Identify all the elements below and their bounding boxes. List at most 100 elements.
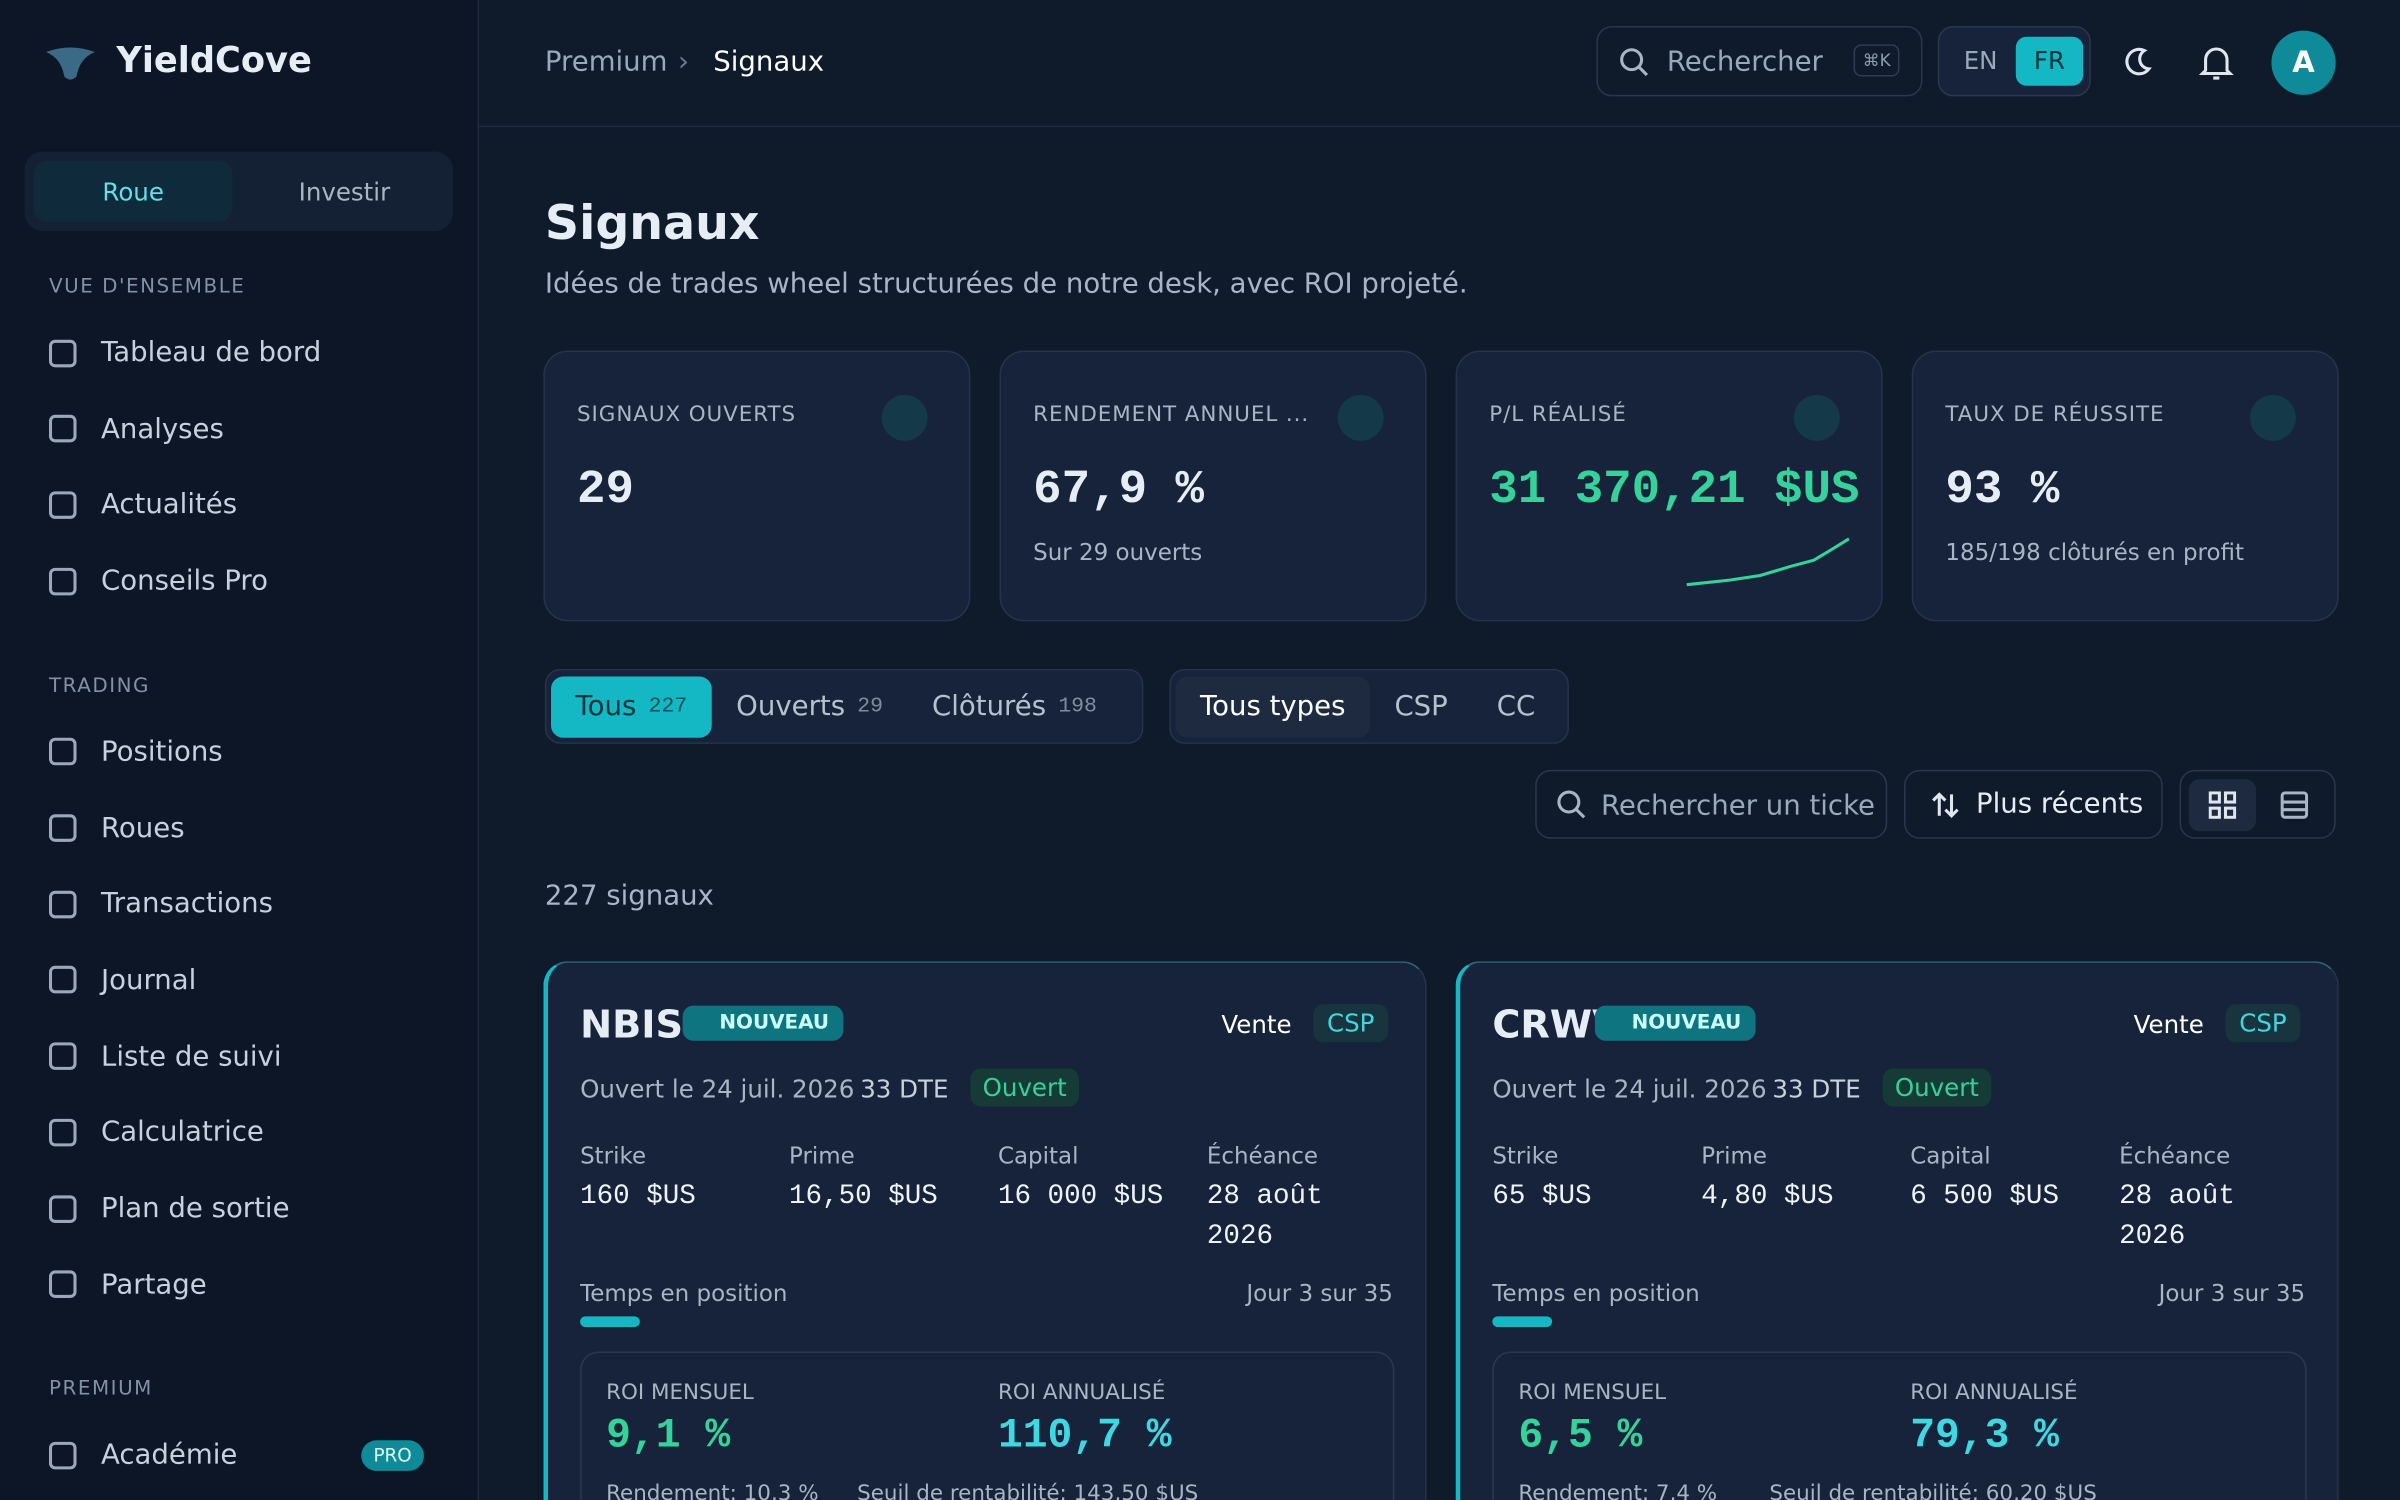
nav-icon [48, 415, 77, 443]
status: Ouvert [1882, 1068, 1992, 1107]
search-icon [1557, 790, 1586, 819]
nav-label: Positions [101, 735, 223, 769]
progress-text: Jour 3 sur 35 [1246, 1279, 1393, 1308]
sort-icon [1932, 791, 1959, 818]
signal-card[interactable]: NBIS NOUVEAU Vente CSP Ouvert le 24 juil. 20… [543, 961, 1427, 1500]
field-label: Prime [789, 1141, 855, 1170]
mode-investir[interactable]: Investir [298, 176, 391, 206]
lang-fr[interactable]: FR [2015, 36, 2084, 86]
lang-en[interactable]: EN [1963, 45, 1998, 75]
result-count: 227 signaux [544, 880, 714, 913]
field-value: 4,80 $US [1701, 1181, 1834, 1213]
breadcrumb-parent[interactable]: Premium [544, 45, 668, 79]
stat-icon [1793, 394, 1840, 441]
page-title: Signaux [544, 195, 760, 252]
grid-view[interactable] [2188, 779, 2257, 832]
list-view[interactable] [2280, 791, 2309, 819]
option-type: CSP [1313, 1004, 1389, 1043]
status-tab[interactable]: Tous 227 [551, 675, 712, 737]
roi-value: 6,5 % [1518, 1414, 1643, 1461]
theme-toggle[interactable] [2120, 46, 2154, 80]
view-switch [2179, 769, 2336, 839]
pro-badge: PRO [361, 1440, 425, 1472]
mode-toggle: Roue Investir [24, 151, 454, 232]
nav-item[interactable]: Plan de sortie [48, 1192, 290, 1225]
nav-icon [48, 890, 77, 918]
page-subtitle: Idées de trades wheel structurées de not… [544, 267, 1468, 300]
nav-item[interactable]: Liste de suivi [48, 1040, 282, 1072]
field-value: 28 août 2026 [1206, 1181, 1323, 1253]
nav-label: Conseils Pro [101, 564, 269, 598]
nav-icon [48, 814, 77, 842]
nav-label: Transactions [101, 888, 273, 921]
logo [45, 47, 95, 80]
breadcrumb-current: Signaux [713, 45, 825, 79]
sort-label: Plus récents [1976, 788, 2144, 821]
nav-icon [48, 567, 77, 595]
nav-item[interactable]: Actualités [48, 489, 237, 521]
stat-icon [1337, 394, 1384, 441]
option-type: CSP [2225, 1004, 2301, 1043]
field-value: 16 000 $US [997, 1181, 1164, 1213]
field-label: Échéance [1206, 1141, 1319, 1170]
nav-item[interactable]: Académie PRO [48, 1439, 425, 1472]
nav-item[interactable]: Analyses [48, 413, 224, 445]
nav-section-title: VUE D'ENSEMBLE [48, 275, 246, 299]
field-label: Strike [580, 1141, 647, 1170]
nav-section-title: TRADING [48, 674, 150, 698]
nav-item[interactable]: Journal [48, 964, 197, 997]
field-label: Capital [1910, 1141, 1991, 1170]
type-tab[interactable]: CSP [1394, 690, 1448, 723]
search[interactable]: Rechercher ⌘K [1596, 26, 1923, 97]
nav-icon [48, 1270, 77, 1299]
search-placeholder: Rechercher [1666, 45, 1823, 79]
roi-value: 79,3 % [1910, 1414, 2059, 1461]
progress-bar [1492, 1316, 1553, 1328]
stat-card: SIGNAUX OUVERTS 29 [543, 350, 971, 622]
stat-card: P/L RÉALISÉ 31 370,21 $US [1455, 350, 1883, 622]
status-tab[interactable]: Ouverts 29 [712, 676, 908, 737]
nav-item[interactable]: Calculatrice [48, 1116, 264, 1148]
side: Vente [2133, 1010, 2204, 1040]
sort[interactable]: Plus récents [1904, 769, 2163, 839]
ticker-search[interactable]: Rechercher un ticke [1535, 769, 1888, 839]
roi-footer: Rendement: 7,4 % [1518, 1481, 1718, 1500]
nav-icon [48, 1042, 77, 1071]
type-tab[interactable]: Tous types [1175, 675, 1370, 737]
field-value: 65 $US [1492, 1181, 1592, 1213]
tab-label: Clôturés [932, 690, 1047, 723]
stat-value: 67,9 % [1033, 463, 1205, 518]
field-value: 28 août 2026 [2119, 1181, 2235, 1253]
lang-switch: EN FR [1937, 26, 2091, 97]
nav-item[interactable]: Transactions [48, 888, 273, 921]
roi-label: ROI ANNUALISÉ [1910, 1380, 2078, 1406]
notifications[interactable] [2198, 43, 2235, 83]
nav-label: Partage [101, 1268, 207, 1301]
dte: 33 DTE [1772, 1074, 1861, 1104]
type-tab[interactable]: CC [1496, 690, 1536, 723]
progress-label: Temps en position [580, 1279, 788, 1308]
nav-item[interactable]: Tableau de bord [48, 337, 321, 369]
ticker: NBIS [580, 1002, 684, 1047]
nav-label: Journal [101, 964, 197, 997]
nav-icon [48, 966, 77, 994]
field-label: Prime [1701, 1141, 1768, 1170]
stat-label: P/L RÉALISÉ [1489, 402, 1627, 428]
nav-item[interactable]: Positions [48, 735, 223, 769]
roi-box: ROI MENSUEL 9,1 % ROI ANNUALISÉ 110,7 % Rend… [580, 1351, 1395, 1500]
roi-footer: Rendement: 10,3 % [606, 1481, 819, 1500]
nav-item[interactable]: Conseils Pro [48, 564, 269, 598]
nav-label: Plan de sortie [101, 1192, 290, 1225]
stat-icon [2249, 394, 2296, 441]
signal-card[interactable]: CRWV NOUVEAU Vente CSP Ouvert le 24 juil. 20… [1455, 961, 2339, 1500]
new-badge: NOUVEAU [682, 1005, 843, 1041]
status-tab[interactable]: Clôturés 198 [908, 676, 1122, 737]
avatar[interactable]: A [2271, 30, 2336, 95]
nav-item[interactable]: Roues [48, 812, 185, 844]
field-value: 160 $US [580, 1181, 696, 1213]
stat-card: TAUX DE RÉUSSITE 93 % 185/198 clôturés en … [1911, 350, 2339, 622]
mode-roue[interactable]: Roue [33, 160, 233, 222]
nav-item[interactable]: Partage [48, 1268, 207, 1301]
nav-icon [48, 1441, 77, 1470]
nav-icon [48, 339, 77, 367]
